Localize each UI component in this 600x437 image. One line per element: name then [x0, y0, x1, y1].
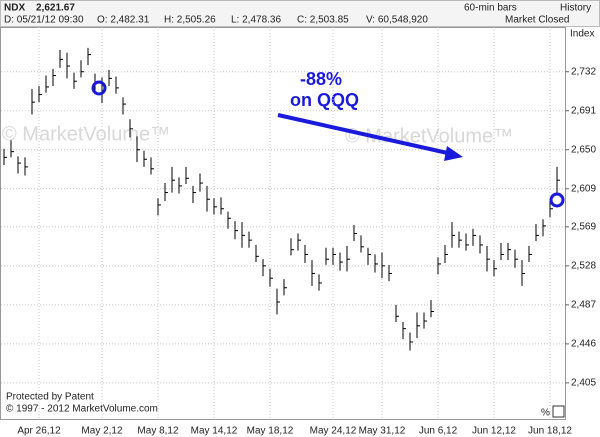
highlight-circle [91, 80, 107, 96]
x-tick-label: May 2,12 [81, 426, 123, 437]
x-tick-label: Jun 12,12 [472, 426, 516, 437]
last-price: 2,621.67 [36, 3, 75, 14]
marks: 2,405 2,446 2,487 2,528 2,569 2,609 2,650 2,691… [1, 27, 596, 437]
watermark: © MarketVolume™ [2, 123, 170, 145]
footer: Protected by Patent [6, 392, 94, 403]
date: D: 05/21/12 09:30 [4, 15, 84, 26]
open: O: 2,482.31 [97, 15, 150, 26]
corner-label: % [541, 408, 550, 419]
y-tick-label: 2,609 [571, 183, 596, 194]
x-tick-label: May 18,12 [247, 426, 294, 437]
y-tick-label: 2,446 [571, 339, 596, 350]
bar-interval: 60-min bars [464, 3, 517, 14]
header-bar [0, 0, 600, 27]
y-tick-label: 2,691 [571, 105, 596, 116]
high: H: 2,505.26 [164, 15, 216, 26]
x-tick-label: Jun 18,12 [528, 426, 572, 437]
watermark: © MarketVolume™ [345, 125, 513, 147]
footer: © 1997 - 2012 MarketVolume.com [6, 404, 158, 415]
y-tick-label: 2,528 [571, 260, 596, 271]
y-tick-label: 2,405 [571, 378, 596, 389]
y-tick-label: 2,732 [571, 66, 596, 77]
plot-frame [0, 27, 566, 420]
low: L: 2,478.36 [231, 15, 281, 26]
x-tick-label: May 8,12 [137, 426, 179, 437]
arrow-head [444, 146, 463, 161]
symbol: NDX [4, 3, 25, 14]
close: C: 2,503.85 [297, 15, 349, 26]
history-link[interactable]: History [560, 3, 591, 14]
y-tick-label: 2,487 [571, 300, 596, 311]
volume: V: 60,548,920 [366, 15, 428, 26]
axis-label: Index [570, 29, 594, 40]
x-tick-label: May 14,12 [191, 426, 238, 437]
arrow [277, 113, 453, 156]
y-tick-label: 2,650 [571, 144, 596, 155]
x-tick-label: May 31,12 [359, 426, 406, 437]
x-tick-label: Apr 26,12 [17, 426, 61, 437]
highlight-circle [549, 192, 565, 208]
market-status: Market Closed [505, 15, 569, 26]
x-tick-label: May 24,12 [310, 426, 357, 437]
y-tick-label: 2,569 [571, 221, 596, 232]
annotation: on QQQ [290, 90, 359, 110]
corner-box[interactable] [552, 405, 565, 418]
annotation: -88% [300, 69, 342, 89]
x-tick-label: Jun 6,12 [419, 426, 458, 437]
